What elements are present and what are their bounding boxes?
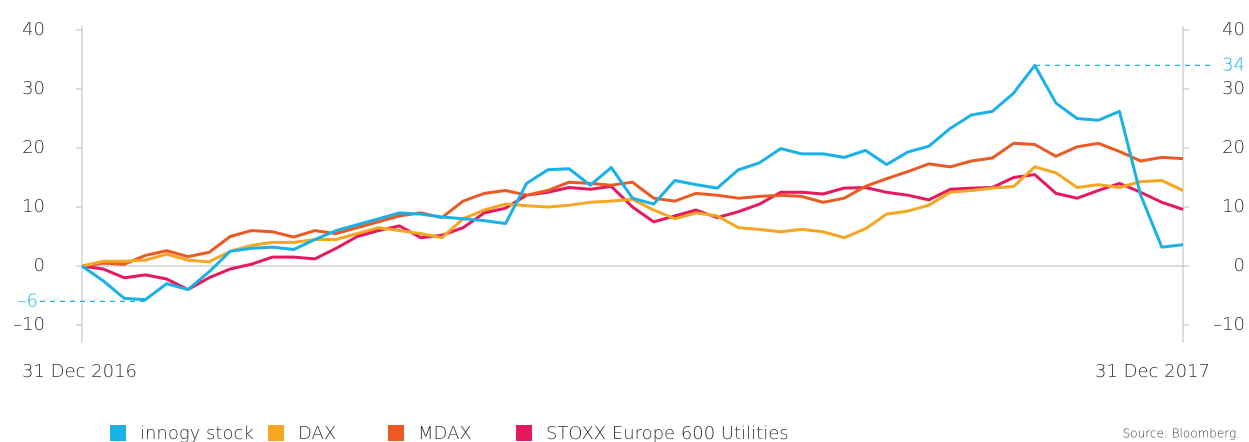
legend-label: STOXX Europe 600 Utilities: [546, 423, 789, 442]
series-line: [81, 141, 1184, 268]
legend-swatch: [516, 425, 532, 441]
x-tick-label: 31 Dec 2017: [1095, 361, 1210, 382]
legend-swatch: [388, 425, 404, 441]
y-tick-label: –10: [13, 314, 45, 335]
y-tick-label: 0: [34, 255, 45, 276]
y-tick-label: 10: [22, 196, 45, 217]
series-line: [81, 63, 1184, 302]
y2-tick-label: 30: [1222, 78, 1245, 99]
y2-tick-label: 40: [1222, 19, 1245, 40]
legend-label: innogy stock: [140, 423, 254, 442]
y-tick-label: 20: [22, 137, 45, 158]
y2-tick-label: 0: [1234, 255, 1245, 276]
y2-tick-label: –10: [1213, 314, 1245, 335]
series-line: [81, 173, 1184, 292]
x-tick-label: 31 Dec 2016: [22, 361, 137, 382]
legend-label: MDAX: [418, 423, 472, 442]
annotation-label: 34: [1222, 54, 1245, 75]
y2-tick-label: 10: [1222, 196, 1245, 217]
legend-swatch: [110, 425, 126, 441]
y2-tick-label: 20: [1222, 137, 1245, 158]
annotation-label: –6: [18, 290, 38, 311]
legend-swatch: [268, 425, 284, 441]
source-note: Source: Bloomberg.: [1123, 427, 1240, 441]
y-tick-label: 40: [22, 19, 45, 40]
legend-label: DAX: [298, 423, 336, 442]
y-tick-label: 30: [22, 78, 45, 99]
